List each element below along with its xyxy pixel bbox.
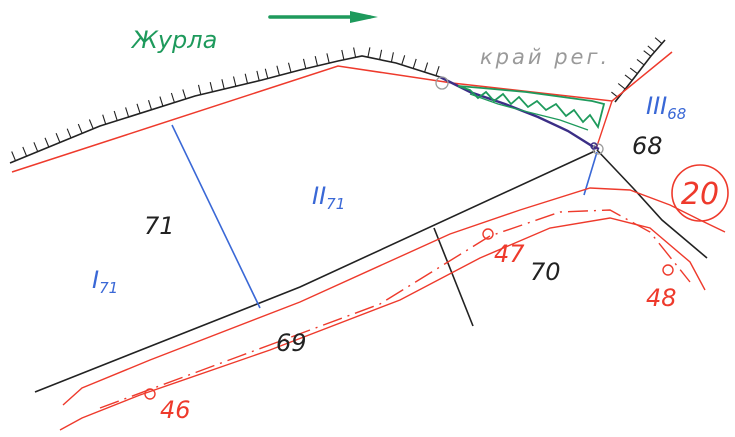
parcel-i-main: I xyxy=(92,266,99,294)
hatch-tick xyxy=(232,76,237,87)
road-marker-46 xyxy=(144,388,156,400)
hatch-tick xyxy=(55,132,61,143)
hatch-tick xyxy=(287,62,292,73)
river-right-bank-hatching xyxy=(611,37,663,99)
edge-note: край рег. xyxy=(480,45,610,69)
river-flow-arrow xyxy=(268,11,378,23)
hatch-tick xyxy=(209,81,214,92)
hatch-tick xyxy=(276,65,280,76)
parcel-iii-sub: 68 xyxy=(667,105,686,123)
hatch-tick xyxy=(125,107,130,118)
parcel-label-iii: III68 xyxy=(646,92,686,123)
hatch-tick xyxy=(66,128,72,139)
hatch-tick xyxy=(77,123,83,134)
parcel-i-sub: 71 xyxy=(99,279,118,297)
hatch-tick xyxy=(11,151,17,161)
hatch-tick xyxy=(159,96,164,107)
hatch-tick xyxy=(113,110,118,121)
stand-boundary-bank xyxy=(11,51,673,173)
hatch-tick xyxy=(435,66,440,76)
hatch-tick xyxy=(629,67,638,75)
plot-number-68: 68 xyxy=(632,132,663,160)
hatch-tick xyxy=(264,68,269,79)
edge-strip-outline xyxy=(439,75,600,151)
road-marker-48-label: 48 xyxy=(646,284,677,312)
hatch-tick xyxy=(624,74,633,81)
river-name: Журла xyxy=(130,26,217,54)
vegetation-strip-inner xyxy=(469,93,589,131)
hatch-tick xyxy=(326,53,330,64)
hatch-tick xyxy=(102,114,107,125)
hatch-tick xyxy=(197,84,202,95)
hatch-tick xyxy=(412,58,417,69)
hatch-tick xyxy=(302,58,307,69)
hatch-tick xyxy=(424,62,429,73)
parcel-label-i: I71 xyxy=(92,266,118,297)
hatch-tick xyxy=(170,92,175,103)
red-edge-iii xyxy=(595,100,613,150)
sheet-number-circle xyxy=(671,164,729,222)
hatch-tick xyxy=(401,55,406,65)
road-marker-48 xyxy=(662,264,674,276)
hatch-tick xyxy=(256,70,260,81)
hatch-tick xyxy=(182,89,187,100)
hatch-tick xyxy=(647,45,655,53)
pencil-survey-point xyxy=(590,142,598,150)
hatch-tick xyxy=(244,73,249,84)
hatch-tick xyxy=(221,79,225,90)
parcel-ii-sub: 71 xyxy=(326,195,345,213)
plot-70-divider xyxy=(433,227,474,327)
hatch-tick xyxy=(353,47,357,58)
road-edge-outer xyxy=(62,187,726,406)
divider-i-ii xyxy=(171,124,261,309)
river-bank-line xyxy=(9,55,441,164)
road-edge-inner xyxy=(59,217,706,431)
hatch-tick xyxy=(379,49,383,60)
hatch-tick xyxy=(617,83,626,90)
hatch-tick xyxy=(314,55,319,67)
parcel-ii-main: II xyxy=(312,182,326,210)
road-centerline xyxy=(99,209,691,409)
hatch-tick xyxy=(390,52,394,63)
vegetation-strip xyxy=(457,85,606,130)
parcel-label-ii: II71 xyxy=(312,182,345,213)
pencil-survey-point xyxy=(435,76,449,90)
river-bank-hatching xyxy=(11,47,440,161)
parcel-iii-main: III xyxy=(646,92,667,120)
hatch-tick xyxy=(88,119,94,130)
hatch-tick xyxy=(44,137,50,148)
hatch-tick xyxy=(636,58,645,66)
plot-68-boundary xyxy=(596,149,708,259)
sheet-number: 20 xyxy=(681,177,719,212)
hatch-tick xyxy=(341,49,345,60)
hatch-tick xyxy=(654,37,663,45)
plot-main-boundary xyxy=(34,150,596,393)
divider-ii-iii xyxy=(583,151,598,196)
hatch-tick xyxy=(643,50,652,57)
hatch-tick xyxy=(367,47,371,58)
road-marker-46-label: 46 xyxy=(160,396,191,424)
hatch-tick xyxy=(22,146,28,157)
road-marker-47 xyxy=(482,228,494,240)
hatch-tick xyxy=(136,103,141,114)
hatch-tick xyxy=(147,100,153,110)
road-marker-47-label: 47 xyxy=(494,240,525,268)
plot-number-70: 70 xyxy=(530,258,561,286)
plot-number-71: 71 xyxy=(144,212,175,240)
hatch-tick xyxy=(33,142,39,152)
plot-number-69: 69 xyxy=(276,329,307,357)
river-bank xyxy=(9,47,441,164)
